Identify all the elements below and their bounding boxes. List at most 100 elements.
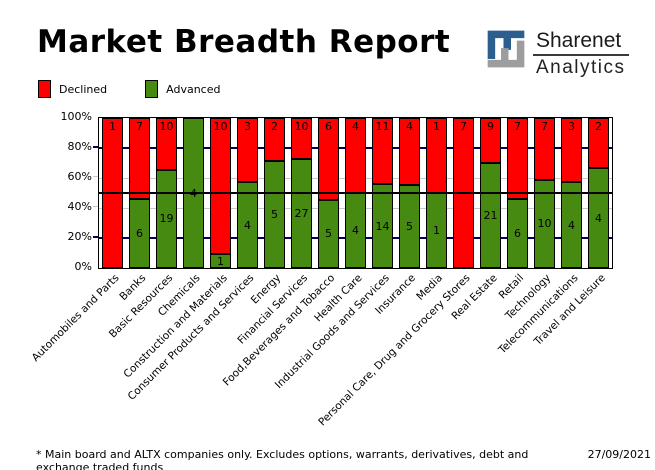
segment-advanced: 1 [426, 193, 447, 268]
segment-declined: 2 [588, 118, 609, 168]
advanced-count-label: 5 [406, 219, 413, 233]
declined-count-label: 1 [433, 120, 440, 133]
segment-advanced: 5 [399, 184, 420, 268]
declined-count-label: 1 [109, 120, 116, 133]
stacked-bar: 9 21 [480, 118, 501, 268]
advanced-count-label: 27 [294, 206, 309, 220]
segment-advanced: 10 [534, 179, 555, 268]
advanced-count-label: 5 [325, 227, 332, 241]
stacked-bar: 7 10 [534, 118, 555, 268]
declined-count-label: 10 [159, 120, 174, 133]
segment-declined: 4 [399, 118, 420, 185]
segment-declined: 9 [480, 118, 501, 163]
advanced-count-label: 4 [595, 211, 602, 225]
advanced-count-label: 1 [217, 254, 224, 268]
declined-count-label: 7 [136, 120, 143, 133]
declined-count-label: 7 [541, 120, 548, 133]
advanced-count-label: 1 [433, 224, 440, 237]
logo-text: Sharenet Analytics [533, 29, 629, 78]
advanced-count-label: 4 [352, 224, 359, 237]
segment-advanced: 4 [561, 182, 582, 268]
y-axis-tick-label: 40% [67, 200, 92, 213]
segment-declined: 1 [426, 118, 447, 193]
legend-item-declined: Declined [38, 80, 107, 98]
advanced-count-label: 4 [190, 186, 197, 200]
logo-icon-blue-part [487, 30, 525, 59]
advanced-swatch-icon [145, 80, 159, 98]
declined-swatch-icon [38, 80, 51, 98]
advanced-count-label: 5 [271, 207, 278, 221]
bar-15: 9 21 [477, 118, 504, 268]
bar-17: 7 10 [531, 118, 558, 268]
footer-note: * Main board and ALTX companies only. Ex… [36, 448, 529, 470]
segment-advanced: 6 [129, 198, 150, 268]
segment-declined: 11 [372, 118, 393, 184]
segment-declined: 6 [318, 118, 339, 200]
segment-advanced: 27 [291, 158, 312, 268]
logo-name: Sharenet [536, 29, 622, 52]
legend-label-declined: Declined [59, 82, 108, 96]
declined-count-label: 7 [460, 120, 467, 133]
declined-count-label: 3 [244, 120, 251, 133]
advanced-count-label: 6 [514, 226, 521, 240]
segment-declined: 7 [129, 118, 150, 199]
stacked-bar: 10 19 [156, 118, 177, 268]
advanced-count-label: 4 [244, 218, 251, 232]
declined-count-label: 3 [568, 120, 575, 133]
logo-subtitle: Analytics [536, 57, 626, 78]
footer-date: 27/09/2021 [587, 448, 651, 461]
segment-declined: 4 [345, 118, 366, 193]
bar-5: 10 1 [207, 118, 234, 268]
sharenet-logo: Sharenet Analytics [486, 29, 629, 78]
y-axis-tick-label: 80% [67, 140, 92, 153]
segment-declined: 3 [237, 118, 258, 183]
segment-declined: 2 [264, 118, 285, 161]
segment-declined: 7 [534, 118, 555, 180]
stacked-bar: 10 27 [291, 118, 312, 268]
segment-advanced: 4 [345, 193, 366, 268]
y-axis-tick-label: 100% [60, 110, 92, 123]
fifty-percent-line [99, 192, 612, 194]
bar-11: 11 14 [369, 118, 396, 268]
page-title: Market Breadth Report [37, 24, 451, 60]
advanced-count-label: 10 [537, 217, 552, 231]
chart-legend: Declined Advanced [38, 80, 220, 98]
segment-declined: 10 [156, 118, 177, 170]
stacked-bar: 10 1 [210, 118, 231, 268]
bar-3: 10 19 [153, 118, 180, 268]
segment-advanced: 5 [264, 160, 285, 268]
declined-count-label: 10 [294, 120, 309, 133]
y-axis-tick-mark [93, 206, 98, 207]
y-axis-tick-mark [93, 176, 98, 177]
segment-advanced: 5 [318, 199, 339, 268]
segment-declined: 3 [561, 118, 582, 183]
declined-count-label: 9 [487, 120, 494, 133]
advanced-count-label: 6 [136, 226, 143, 240]
segment-advanced: 19 [156, 169, 177, 268]
y-axis-tick-label: 20% [67, 230, 92, 243]
declined-count-label: 7 [514, 120, 521, 133]
declined-count-label: 6 [325, 120, 332, 133]
segment-declined: 10 [291, 118, 312, 159]
sharenet-square-s-icon [487, 30, 525, 68]
advanced-count-label: 4 [568, 218, 575, 232]
declined-count-label: 2 [271, 120, 278, 133]
legend-label-advanced: Advanced [166, 82, 221, 96]
y-axis-tick-mark [93, 236, 98, 238]
